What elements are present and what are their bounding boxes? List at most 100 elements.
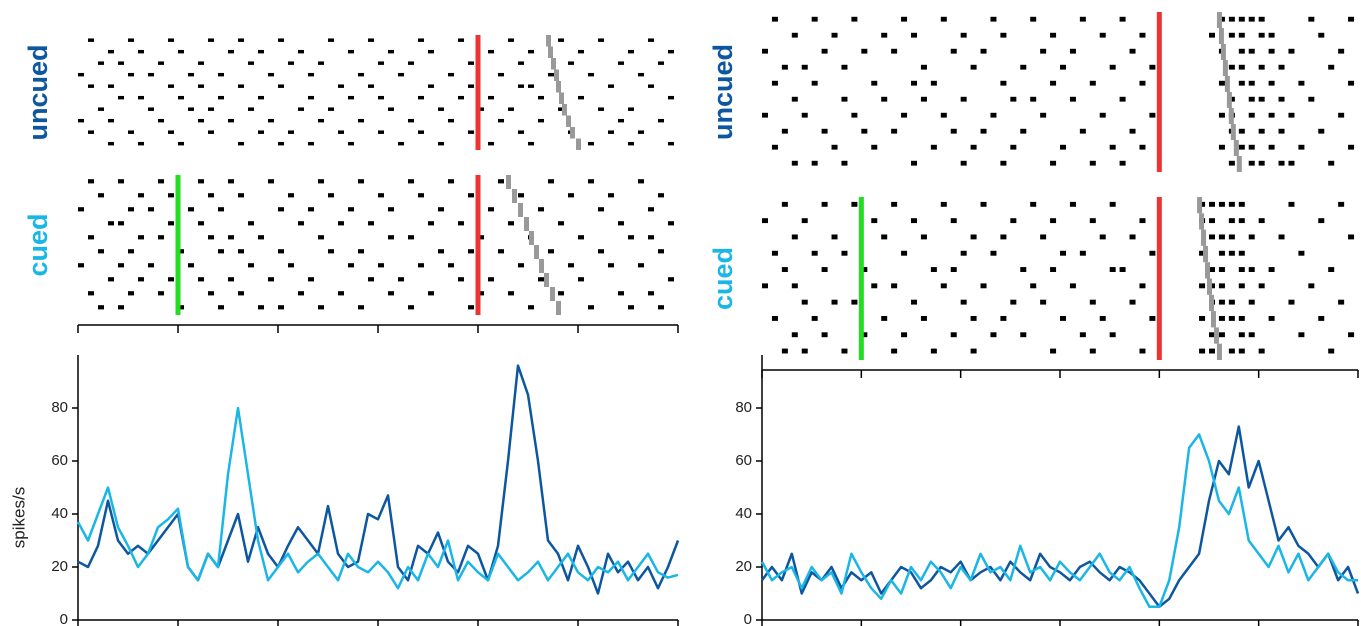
spike — [508, 291, 514, 296]
spike — [478, 235, 484, 240]
spike — [1119, 96, 1126, 102]
y-tick-label: 40 — [735, 505, 752, 522]
spike — [228, 179, 234, 184]
spike — [762, 283, 768, 289]
spike — [1209, 332, 1215, 338]
spike — [558, 221, 564, 226]
spike — [1099, 32, 1106, 38]
spike — [128, 38, 134, 42]
spike — [498, 118, 504, 123]
spike — [108, 84, 114, 88]
spike — [1218, 234, 1225, 240]
spike — [608, 193, 614, 198]
spike — [1238, 64, 1245, 70]
spike — [1268, 267, 1275, 272]
spike — [478, 291, 484, 296]
spike — [488, 141, 494, 146]
spike — [861, 128, 868, 134]
spike — [668, 95, 674, 100]
reaction-time — [570, 127, 575, 139]
spike — [1010, 96, 1017, 102]
spike — [881, 315, 888, 321]
spike — [378, 130, 384, 134]
spike — [148, 107, 154, 111]
reaction-time — [548, 46, 553, 58]
spike — [328, 107, 334, 111]
spike — [1149, 315, 1156, 321]
reaction-time — [1201, 229, 1207, 246]
spike — [1248, 96, 1255, 102]
spike — [1129, 299, 1136, 305]
spike — [1278, 128, 1285, 134]
spike — [1248, 144, 1255, 150]
spike — [1030, 283, 1037, 289]
spike — [1149, 112, 1156, 118]
spike — [198, 179, 204, 184]
spike — [1209, 32, 1215, 38]
spike — [198, 84, 204, 88]
spike — [618, 291, 624, 296]
spike — [128, 130, 134, 134]
spike — [278, 249, 284, 254]
spike — [871, 283, 878, 289]
spike — [338, 84, 344, 88]
spike — [1050, 160, 1057, 166]
spike — [88, 84, 94, 88]
condition-label: cued — [23, 213, 53, 276]
spike — [608, 263, 614, 268]
spike — [1218, 80, 1225, 86]
spike — [1050, 80, 1057, 86]
spike — [1328, 64, 1335, 70]
spike — [831, 299, 838, 305]
spike — [158, 118, 164, 123]
spike — [638, 263, 644, 268]
spike — [1228, 64, 1235, 70]
spike — [138, 193, 144, 198]
spike — [408, 118, 414, 123]
spike — [1089, 160, 1096, 166]
spike — [1040, 299, 1047, 305]
spike — [218, 305, 224, 310]
spike — [408, 61, 414, 65]
spike — [238, 291, 244, 296]
spike — [658, 193, 664, 198]
spike — [1288, 299, 1295, 305]
reaction-time — [554, 69, 559, 81]
spike — [771, 80, 778, 86]
spike — [841, 160, 848, 166]
spike — [1348, 144, 1355, 150]
spike — [628, 305, 634, 310]
spike — [318, 118, 324, 123]
spike — [1109, 267, 1116, 272]
spike — [308, 72, 314, 77]
spike — [198, 277, 204, 282]
spike — [791, 283, 798, 289]
spike — [168, 221, 174, 226]
spike — [1010, 218, 1017, 224]
spike — [1288, 112, 1295, 118]
spike — [970, 234, 977, 240]
spike — [1258, 128, 1265, 134]
reaction-time — [1228, 108, 1234, 124]
spike — [388, 49, 394, 54]
psth-line — [760, 433, 1358, 608]
spike — [1348, 16, 1355, 22]
spike — [628, 107, 634, 111]
spike — [158, 179, 164, 184]
spike — [1209, 218, 1215, 224]
spike — [1218, 332, 1225, 338]
spike — [881, 32, 888, 38]
spike — [168, 38, 174, 42]
spike — [1129, 128, 1136, 134]
spike — [128, 291, 134, 296]
reaction-time — [524, 217, 529, 231]
spike — [598, 249, 604, 254]
spike — [1199, 250, 1206, 256]
spike — [1209, 348, 1215, 354]
spike — [578, 235, 584, 240]
spike — [1149, 250, 1156, 256]
spike — [198, 61, 204, 65]
spike — [638, 72, 644, 77]
condition-label: uncued — [708, 44, 738, 140]
spike — [108, 49, 114, 54]
